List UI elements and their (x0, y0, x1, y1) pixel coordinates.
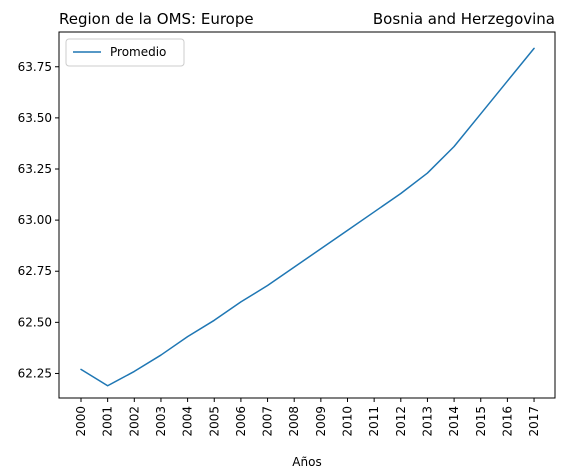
x-tick-label: 2017 (527, 406, 541, 437)
chart-title-right: Bosnia and Herzegovina (373, 10, 555, 28)
x-tick-label: 2000 (74, 406, 88, 437)
y-tick-label: 62.25 (18, 366, 52, 380)
x-axis-label: Años (292, 455, 321, 469)
x-tick-label: 2007 (261, 406, 275, 437)
x-tick-label: 2010 (341, 406, 355, 437)
x-tick-label: 2016 (500, 406, 514, 437)
y-tick-label: 63.75 (18, 60, 52, 74)
plot-area: 62.25 62.50 62.75 63.00 63.25 63.50 63.75 2000 2… (18, 47, 541, 437)
x-tick-label: 2012 (394, 406, 408, 437)
y-tick-label: 63.25 (18, 162, 52, 176)
x-tick-label: 2004 (181, 406, 195, 437)
x-tick-label: 2002 (127, 406, 141, 437)
y-tick-label: 63.00 (18, 213, 52, 227)
x-tick-label: 2015 (474, 406, 488, 437)
chart-title-left: Region de la OMS: Europe (59, 10, 254, 28)
y-tick-label: 62.75 (18, 264, 52, 278)
x-tick-label: 2005 (207, 406, 221, 437)
x-tick-label: 2003 (154, 406, 168, 437)
y-tick-label: 62.50 (18, 315, 52, 329)
y-tick-label: 63.50 (18, 111, 52, 125)
legend-label-promedio: Promedio (110, 45, 166, 59)
x-tick-label: 2006 (234, 406, 248, 437)
legend-box (65, 38, 185, 67)
x-tick-label: 2011 (367, 406, 381, 437)
x-tick-label: 2013 (420, 406, 434, 437)
x-tick-label: 2008 (287, 406, 301, 437)
series-line-promedio (80, 47, 535, 387)
x-tick-label: 2001 (101, 406, 115, 437)
legend: Promedio (65, 38, 185, 67)
plot-frame (58, 31, 556, 399)
x-tick-label: 2009 (314, 406, 328, 437)
x-tick-label: 2014 (447, 406, 461, 437)
